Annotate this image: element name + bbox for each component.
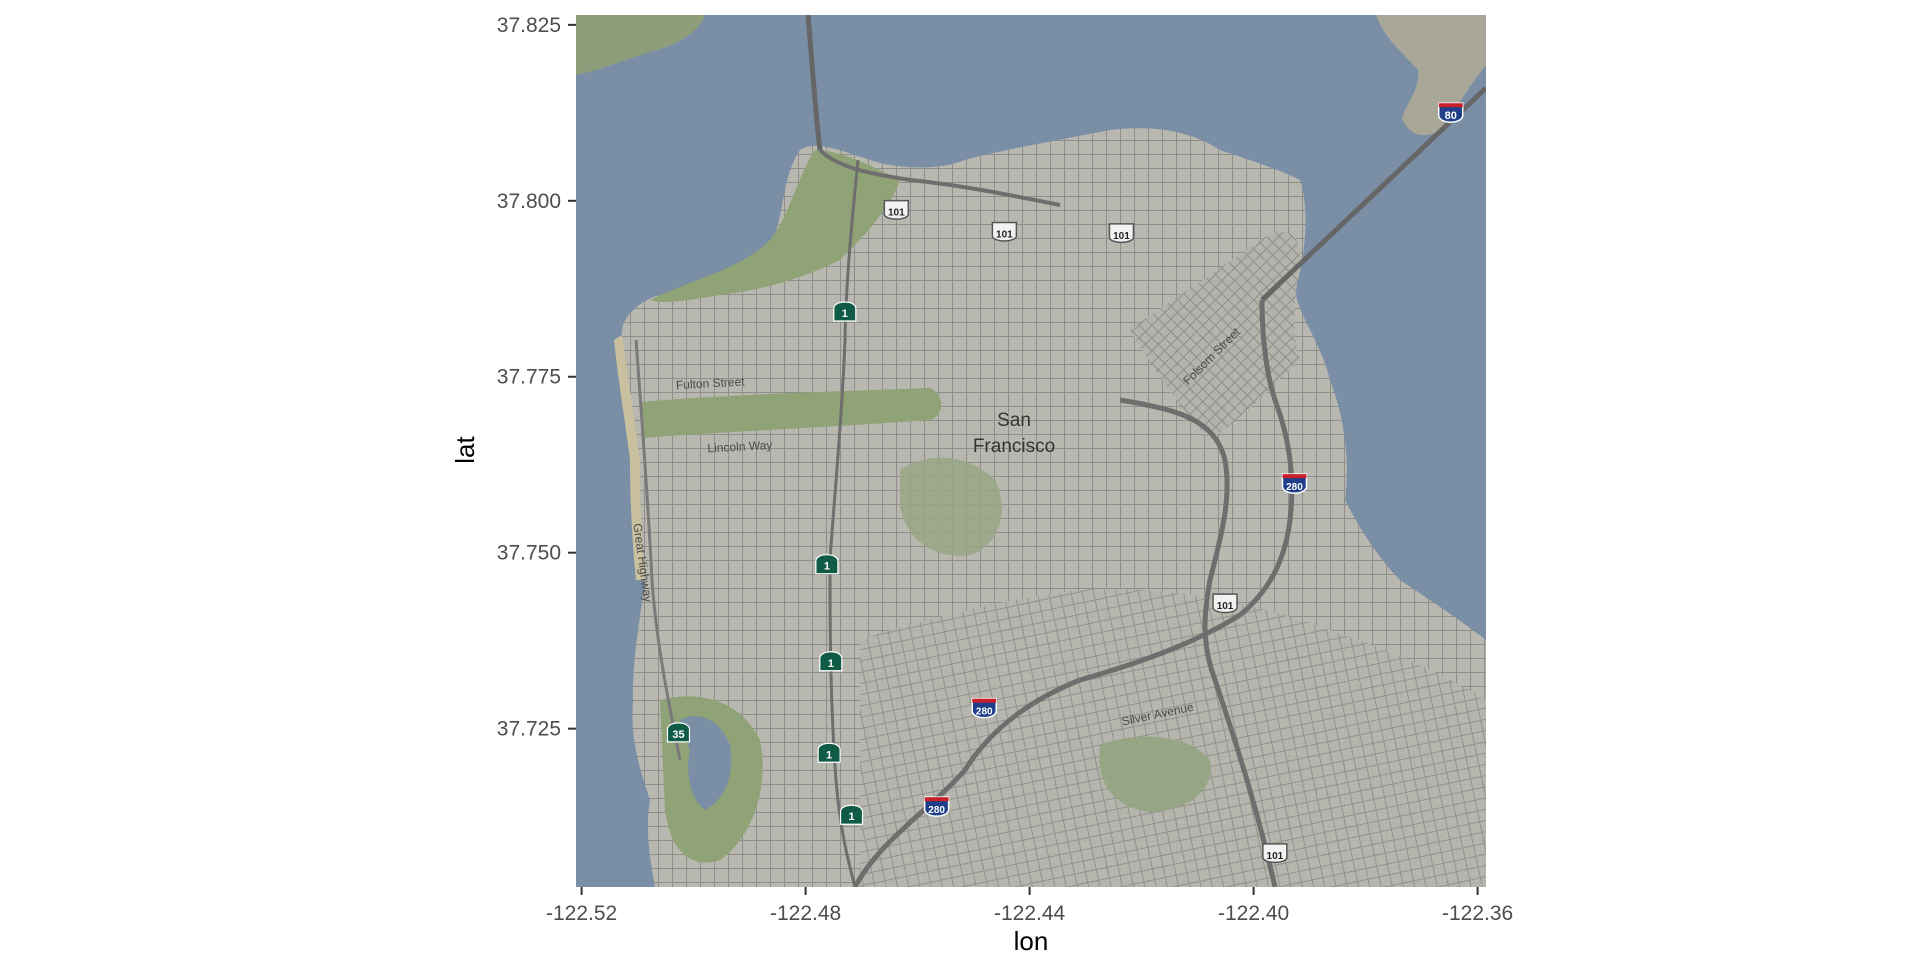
us-route-shield: 101	[1262, 843, 1288, 864]
interstate-route-shield: 280	[971, 697, 997, 719]
interstate-route-shield: 80	[1437, 102, 1464, 123]
interstate-route-shield: 280	[1281, 473, 1308, 494]
y-axis-title: lat	[450, 435, 480, 463]
y-tick-label: 37.725	[497, 718, 561, 741]
place-label-san-francisco: Francisco	[973, 436, 1055, 457]
shield-label: 1	[848, 811, 854, 823]
shield-label: 101	[1267, 851, 1284, 862]
place-label: San Francisco	[973, 410, 1055, 457]
ca-route-shield: 1	[833, 301, 857, 322]
shield-label: 1	[824, 561, 830, 573]
freeway-101-north	[818, 148, 1061, 207]
bay-bridge	[1260, 86, 1486, 302]
y-axis: 37.725 37.750 37.775 37.800 37.825	[497, 14, 576, 741]
y-tick-label: 37.775	[497, 366, 561, 389]
us-route-shield: 101	[991, 221, 1018, 242]
highway-shields: 101 101 101 101 101 80 280 280 280 1 1 1 1 1 35	[666, 102, 1464, 864]
us-route-shield: 101	[1108, 223, 1135, 244]
x-tick-label: -122.48	[770, 902, 841, 925]
shield-label: 1	[828, 658, 834, 670]
street-label: Lincoln Way	[707, 438, 773, 455]
x-tick-label: -122.40	[1218, 902, 1289, 925]
presidio-park	[650, 150, 900, 303]
ca-route-shield: 1	[819, 651, 843, 672]
x-tick-label: -122.44	[994, 902, 1066, 925]
lake-merced	[680, 716, 732, 810]
shield-label: 280	[1286, 482, 1303, 493]
shield-label: 280	[928, 805, 945, 816]
golden-gate-bridge	[805, 15, 823, 151]
y-tick-label: 37.825	[497, 14, 561, 37]
ocean-beach	[614, 335, 645, 580]
shield-label: 1	[842, 308, 848, 320]
x-tick-label: -122.52	[546, 902, 617, 925]
x-axis: -122.52 -122.48 -122.44 -122.40 -122.36	[546, 887, 1513, 925]
shield-label: 101	[1217, 601, 1234, 612]
shield-label: 101	[996, 229, 1013, 240]
twin-peaks-park	[900, 457, 1002, 556]
ca-route-shield: 1	[815, 554, 839, 575]
shield-label: 1	[826, 749, 832, 761]
golden-gate-park	[640, 388, 942, 438]
interstate-route-shield: 280	[923, 796, 950, 817]
us-route-shield: 101	[883, 199, 910, 220]
us-route-shield: 101	[1212, 593, 1238, 614]
shield-label: 35	[672, 729, 684, 741]
ca-route-shield: 1	[839, 804, 864, 825]
y-tick-label: 37.800	[497, 190, 561, 213]
downtown-grid	[1130, 231, 1300, 440]
place-label-san-francisco: San	[997, 410, 1031, 431]
y-tick-label: 37.750	[497, 542, 561, 565]
shield-label: 101	[1113, 231, 1130, 242]
mclaren-park	[1099, 736, 1211, 812]
shield-label: 80	[1445, 110, 1457, 122]
street-label: Fulton Street	[676, 374, 746, 392]
freeway-280	[852, 299, 1295, 887]
great-highway	[634, 339, 682, 761]
marin-headlands	[576, 15, 705, 75]
shield-label: 101	[888, 208, 905, 219]
freeway-101-south	[1119, 397, 1278, 887]
ca-route-shield: 1	[817, 742, 841, 763]
ca-route-shield: 35	[666, 722, 691, 743]
x-axis-title: lon	[1014, 926, 1049, 956]
south-grid	[860, 589, 1486, 887]
highway-1	[828, 159, 860, 887]
x-tick-label: -122.36	[1442, 902, 1513, 925]
shield-label: 280	[976, 707, 993, 718]
treasure-island	[1376, 15, 1486, 136]
